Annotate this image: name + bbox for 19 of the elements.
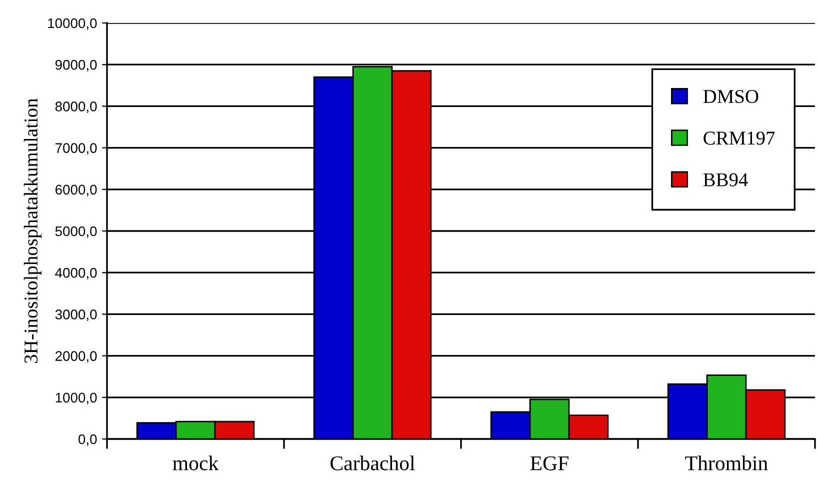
y-axis-title: 3H-inositolphosphatakkumulation — [24, 98, 42, 363]
y-tick-label: 10000,0 — [48, 18, 97, 30]
x-tick-label: EGF — [530, 456, 568, 470]
legend-label: CRM197 — [704, 132, 775, 145]
y-tick-label: 1000,0 — [56, 392, 97, 404]
y-tick-label: 3000,0 — [55, 310, 97, 322]
y-tick-label: 0,0 — [78, 434, 97, 446]
y-tick-label: 4000,0 — [55, 268, 97, 280]
y-tick-label: 8000,0 — [55, 102, 97, 114]
y-tick-label: 6000,0 — [56, 184, 97, 196]
y-tick-label: 2000,0 — [56, 351, 97, 363]
x-tick-label: mock — [172, 456, 219, 470]
y-tick-label: 9000,0 — [55, 60, 97, 72]
legend-label: BB94 — [703, 173, 748, 186]
x-tick-label: Thrombin — [685, 456, 768, 470]
x-tick-label: Carbachol — [330, 456, 415, 470]
y-tick-label: 7000,0 — [56, 143, 97, 155]
y-tick-label: 5000,0 — [55, 226, 97, 238]
legend-label: DMSO — [703, 90, 758, 104]
